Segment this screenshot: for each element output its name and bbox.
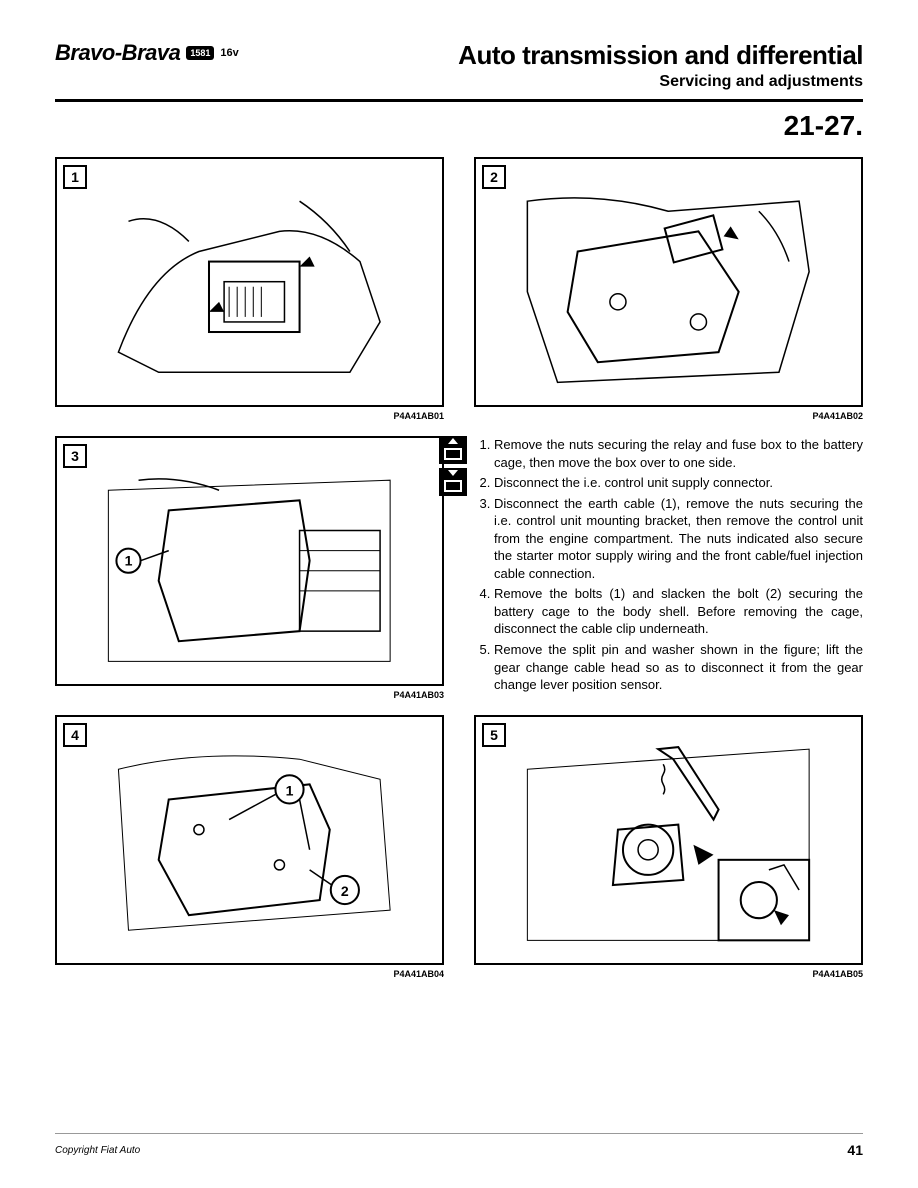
instructions-list: Remove the nuts securing the relay and f… (474, 436, 863, 694)
battery-icons (439, 436, 467, 496)
content-grid: 1 P4A41AB01 (55, 157, 863, 979)
engine-variant: 16v (220, 47, 238, 59)
figure-3-box: 3 1 P4A41AB03 (55, 436, 444, 700)
figure-2-caption: P4A41AB02 (474, 411, 863, 421)
figure-4-box: 4 1 2 P4A41AB04 (55, 715, 444, 979)
instruction-item-2: Disconnect the i.e. control unit supply … (494, 474, 863, 492)
figure-4-diagram: 1 2 (76, 729, 423, 950)
page-header: Bravo-Brava 1581 16v Auto transmission a… (55, 40, 863, 102)
figure-3-caption: P4A41AB03 (55, 690, 444, 700)
instruction-item-1: Remove the nuts securing the relay and f… (494, 436, 863, 471)
instruction-item-4: Remove the bolts (1) and slacken the bol… (494, 585, 863, 638)
copyright-text: Copyright Fiat Auto (55, 1145, 140, 1156)
page-number: 41 (847, 1142, 863, 1158)
battery-disconnect-icon (439, 436, 467, 464)
figure-1-caption: P4A41AB01 (55, 411, 444, 421)
figure-1-frame: 1 (55, 157, 444, 407)
figure-5-box: 5 P4A41AB05 (474, 715, 863, 979)
figure-3-number: 3 (63, 444, 87, 468)
figure-2-number: 2 (482, 165, 506, 189)
battery-connect-icon (439, 468, 467, 496)
instructions-column: Remove the nuts securing the relay and f… (474, 436, 863, 700)
figure-4-caption: P4A41AB04 (55, 969, 444, 979)
figure-5-frame: 5 (474, 715, 863, 965)
subsection-title: Servicing and adjustments (458, 73, 863, 91)
figure-1-diagram (76, 171, 423, 392)
header-left: Bravo-Brava 1581 16v (55, 40, 239, 66)
figure-3-frame: 3 1 (55, 436, 444, 686)
svg-text:1: 1 (286, 783, 294, 799)
figure-2-diagram (495, 171, 842, 392)
instruction-item-5: Remove the split pin and washer shown in… (494, 641, 863, 694)
figure-2-frame: 2 (474, 157, 863, 407)
page-footer: Copyright Fiat Auto 41 (55, 1133, 863, 1158)
svg-text:1: 1 (125, 553, 133, 569)
engine-badge: 1581 (186, 46, 214, 60)
figure-1-number: 1 (63, 165, 87, 189)
header-right: Auto transmission and differential Servi… (458, 40, 863, 91)
svg-text:2: 2 (341, 883, 349, 899)
figure-1-box: 1 P4A41AB01 (55, 157, 444, 421)
section-title: Auto transmission and differential (458, 40, 863, 71)
figure-3-diagram: 1 (76, 450, 423, 671)
figure-4-number: 4 (63, 723, 87, 747)
figure-5-diagram (495, 729, 842, 950)
figure-2-box: 2 P4A41AB02 (474, 157, 863, 421)
instruction-item-3: Disconnect the earth cable (1), remove t… (494, 495, 863, 583)
figure-4-frame: 4 1 2 (55, 715, 444, 965)
figure-5-number: 5 (482, 723, 506, 747)
figure-5-caption: P4A41AB05 (474, 969, 863, 979)
page-section-number: 21-27. (55, 110, 863, 142)
model-name: Bravo-Brava (55, 40, 180, 66)
